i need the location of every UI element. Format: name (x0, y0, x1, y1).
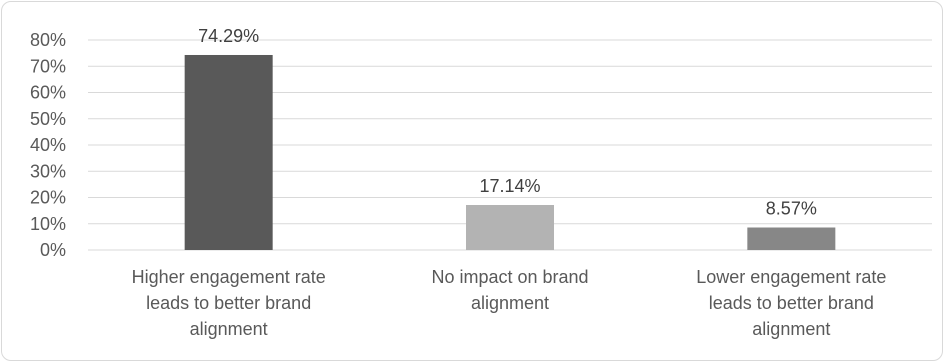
y-tick-label: 0% (40, 240, 66, 260)
y-tick-label: 30% (30, 161, 66, 181)
y-tick-label: 20% (30, 188, 66, 208)
category-label: No impact on brand (431, 267, 588, 287)
bar (747, 227, 836, 250)
y-tick-label: 70% (30, 56, 66, 76)
y-tick-label: 10% (30, 214, 66, 234)
y-tick-label: 60% (30, 83, 66, 103)
data-label: 8.57% (766, 199, 817, 219)
y-tick-label: 40% (30, 135, 66, 155)
category-label: leads to better brand (709, 293, 874, 313)
bars (184, 54, 836, 250)
category-labels: Higher engagement rate leads to better br… (132, 267, 887, 339)
category-label: alignment (471, 293, 549, 313)
category-label: alignment (190, 319, 268, 339)
y-axis-ticks: 0% 10% 20% 30% 40% 50% 60% 70% 80% (30, 30, 66, 260)
category-label: alignment (752, 319, 830, 339)
category-label: leads to better brand (146, 293, 311, 313)
data-label: 74.29% (198, 26, 259, 46)
data-labels: 74.29% 17.14% 8.57% (198, 26, 817, 219)
category-label: Higher engagement rate (132, 267, 326, 287)
bar (466, 205, 554, 250)
data-label: 17.14% (479, 176, 540, 196)
y-tick-label: 50% (30, 109, 66, 129)
y-tick-label: 80% (30, 30, 66, 50)
bar (184, 54, 273, 250)
category-label: Lower engagement rate (696, 267, 886, 287)
